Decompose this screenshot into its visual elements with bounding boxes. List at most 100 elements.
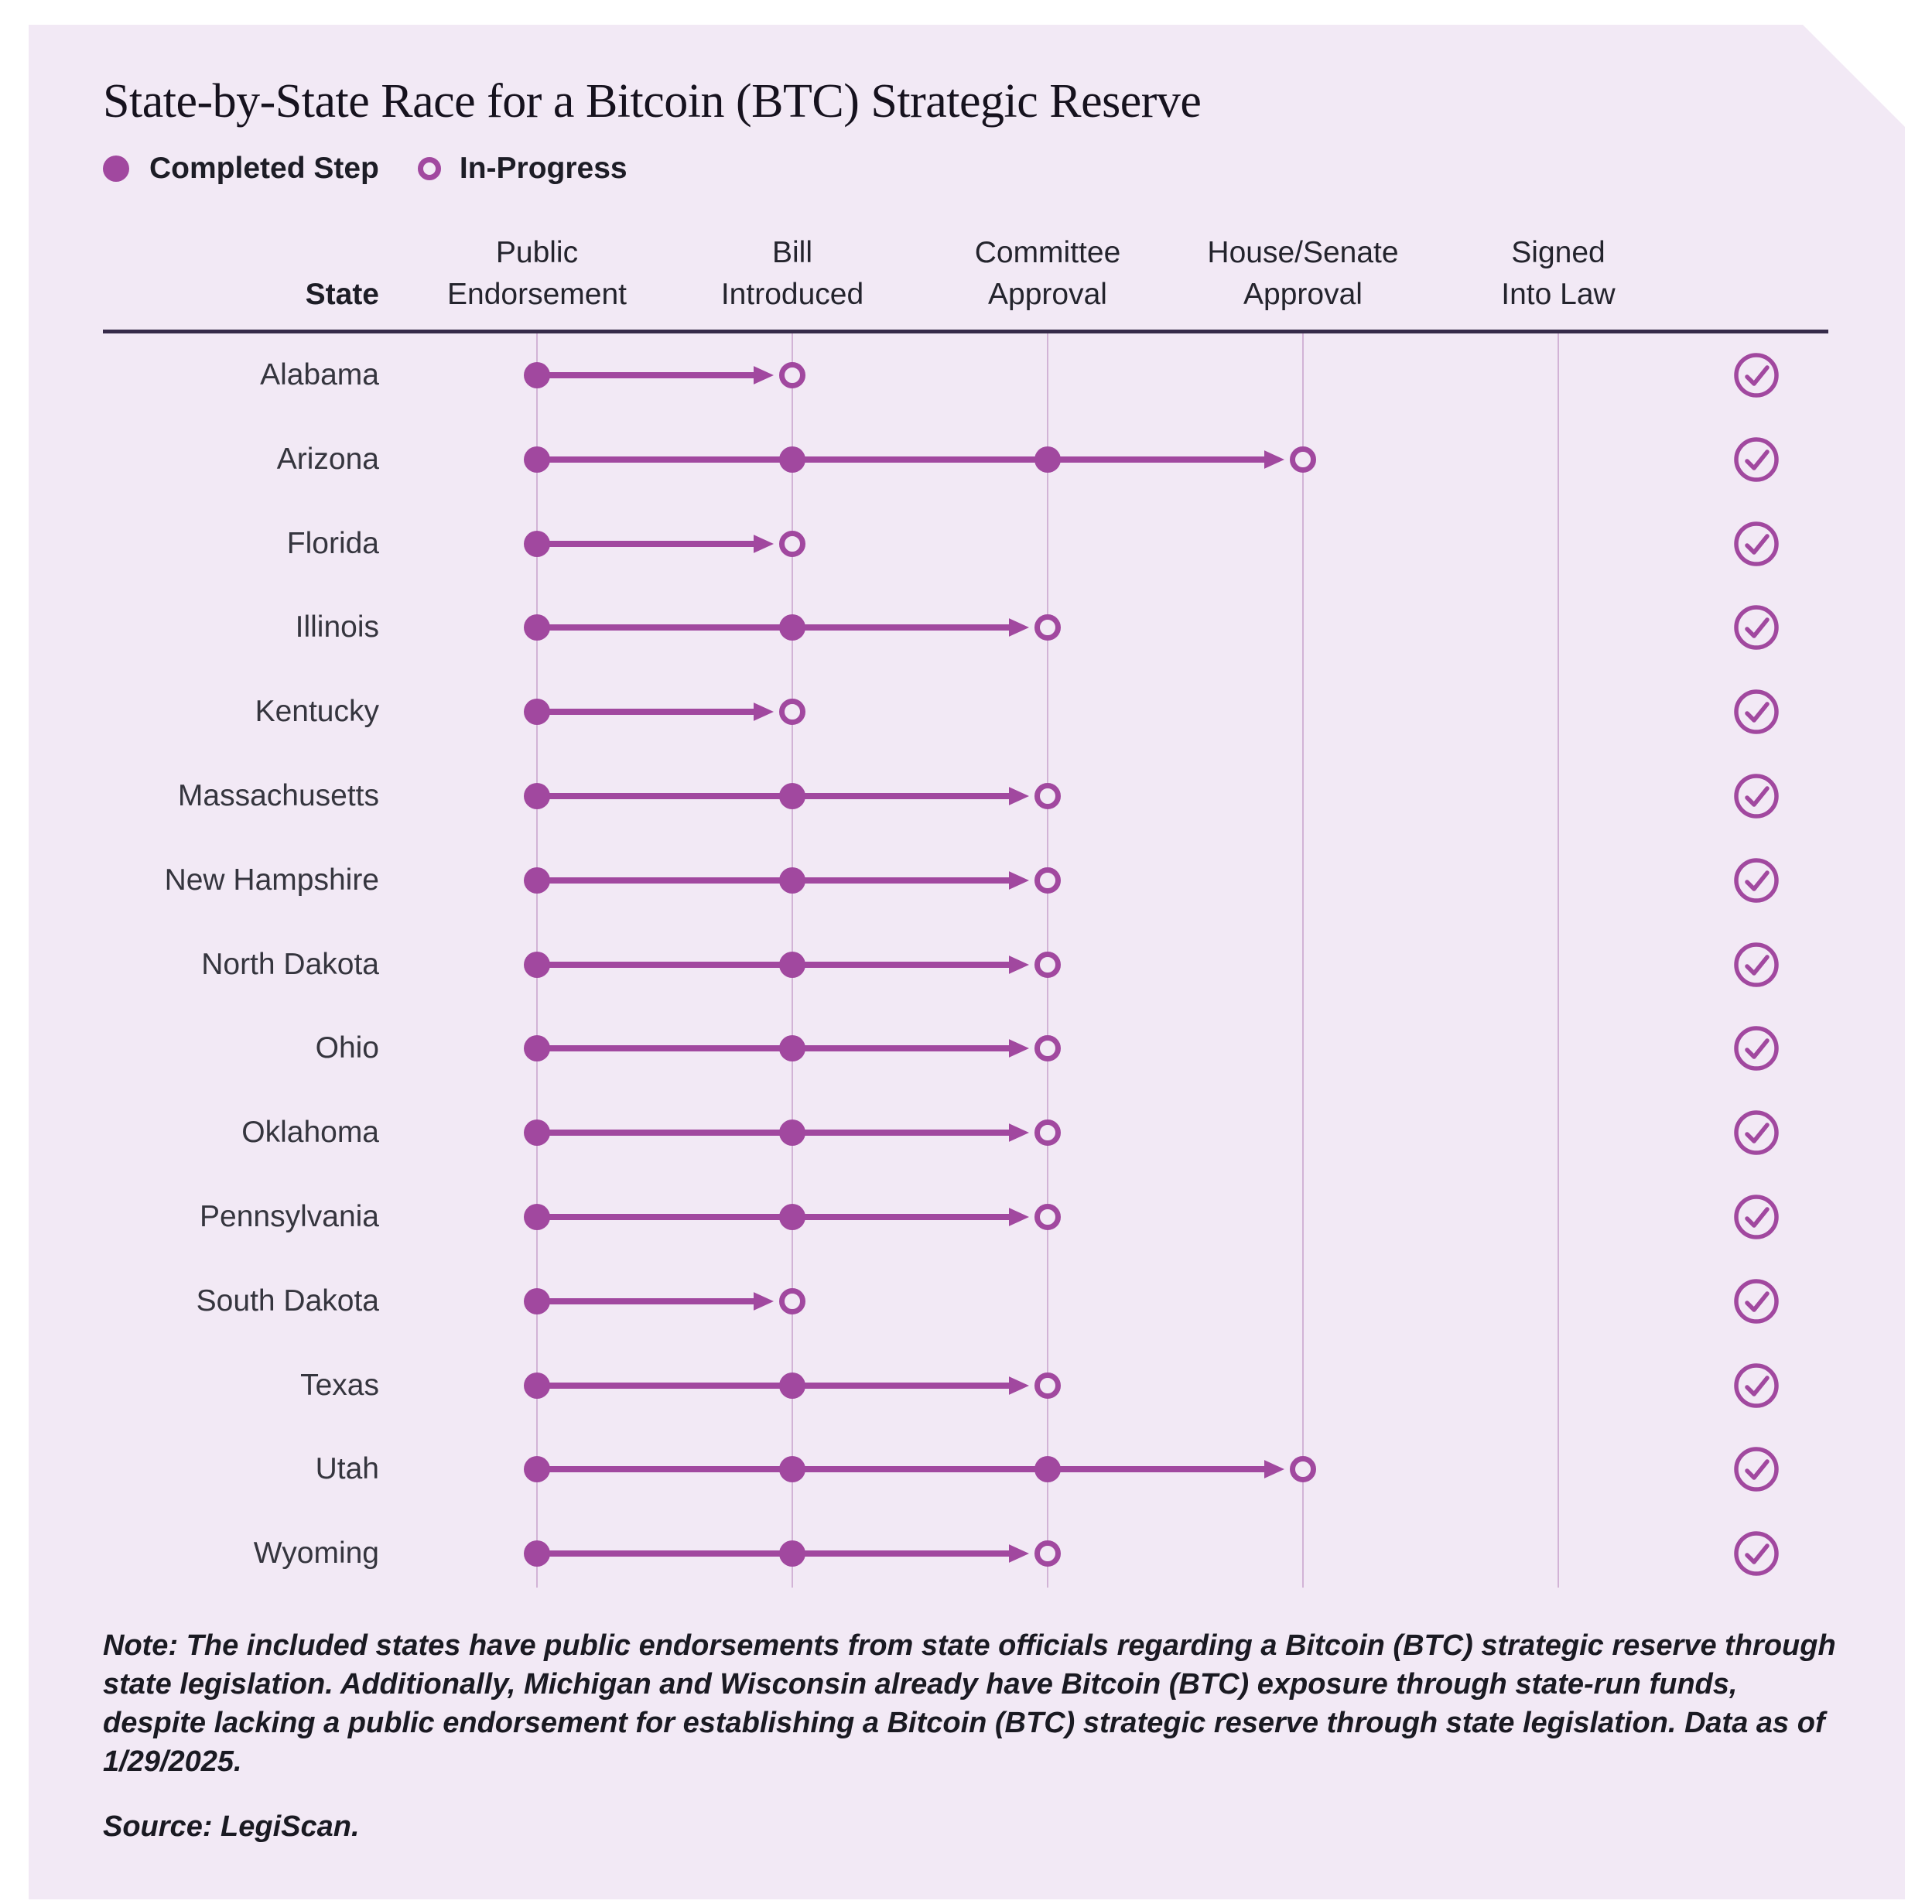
check-circle-icon [1734,689,1779,734]
check-circle-icon [1734,1279,1779,1324]
completed-step-dot [524,1119,550,1146]
check-circle-outline [1734,689,1779,734]
completed-step-dot [524,1288,550,1314]
check-mark [1745,1291,1770,1312]
check-circle-icon [1734,1447,1779,1492]
check-circle-icon [1734,1531,1779,1576]
state-label: Alabama [260,358,379,391]
column-header-line: Endorsement [447,278,627,311]
completed-step-dot [779,614,805,641]
state-row-alabama [524,353,1779,398]
column-header-line: Public [495,236,579,269]
column-header-line: Committee [974,236,1121,269]
column-header-line: Approval [988,278,1107,311]
state-row-utah [524,1447,1779,1492]
column-header-signed-into-law: Signed Into Law [1427,232,1690,316]
state-label: New Hampshire [164,863,379,897]
completed-step-dot [524,783,550,809]
legend-completed-label: Completed Step [149,152,379,185]
column-header-line: Into Law [1501,278,1616,311]
state-label: Massachusetts [177,779,379,812]
in-progress-circle [1034,1119,1061,1146]
check-circle-outline [1734,1279,1779,1324]
state-label: Wyoming [253,1537,379,1570]
source-line: Source: LegiScan. [103,1810,360,1843]
state-label: Ohio [315,1031,379,1065]
check-mark [1745,1207,1770,1228]
check-mark [1745,617,1770,638]
check-mark [1745,1543,1770,1564]
chart-title: State-by-State Race for a Bitcoin (BTC) … [103,75,1202,128]
check-circle-outline [1734,1026,1779,1071]
completed-step-dot [524,1204,550,1230]
in-progress-circle [1034,867,1061,894]
state-row-kentucky [524,689,1779,734]
in-progress-circle [1290,446,1316,473]
state-label: Illinois [295,610,379,644]
check-circle-outline [1734,858,1779,903]
check-mark [1745,1376,1770,1396]
check-circle-outline [1734,521,1779,566]
completed-step-dot [779,1119,805,1146]
state-label: Arizona [276,443,379,476]
completed-step-dot [524,699,550,725]
completed-step-dot [524,614,550,641]
check-circle-outline [1734,1110,1779,1155]
check-circle-outline [1734,437,1779,482]
check-mark [1745,1123,1770,1143]
check-circle-icon [1734,1110,1779,1155]
check-circle-outline [1734,353,1779,398]
completed-step-dot [524,531,550,557]
completed-step-dot [779,1035,805,1061]
in-progress-circle [779,699,805,725]
in-progress-circle [1034,1204,1061,1230]
legend-in-progress-label: In-Progress [459,152,627,185]
check-mark [1745,450,1770,470]
in-progress-circle [1034,1372,1061,1399]
legend: Completed Step In-Progress [103,152,627,186]
check-circle-outline [1734,1195,1779,1239]
in-progress-circle [779,1288,805,1314]
check-circle-icon [1734,1195,1779,1239]
column-header-state: State [305,278,379,311]
completed-step-dot [1034,446,1061,473]
state-row-arizona [524,437,1779,482]
check-mark [1745,365,1770,386]
state-row-north-dakota [524,942,1779,987]
check-circle-outline [1734,942,1779,987]
column-header-line: Approval [1243,278,1363,311]
check-circle-outline [1734,774,1779,819]
state-label: North Dakota [201,948,379,981]
completed-step-dot [779,1540,805,1567]
state-row-pennsylvania [524,1195,1779,1239]
column-header-public-endorsement: Public Endorsement [405,232,669,316]
completed-step-dot [524,1372,550,1399]
state-row-new-hampshire [524,858,1779,903]
in-progress-circle [1034,1035,1061,1061]
check-circle-icon [1734,521,1779,566]
chart-rows [524,353,1779,1576]
state-row-ohio [524,1026,1779,1071]
state-label: Florida [286,527,379,560]
check-mark [1745,1038,1770,1059]
state-row-massachusetts [524,774,1779,819]
completed-step-dot [779,783,805,809]
column-header-line: Bill [771,236,812,269]
in-progress-circle [1034,783,1061,809]
state-label: South Dakota [196,1284,379,1318]
completed-step-dot [1034,1456,1061,1482]
state-label: Pennsylvania [200,1200,379,1233]
completed-step-dot [779,1372,805,1399]
completed-step-dot [524,952,550,978]
check-circle-icon [1734,1026,1779,1071]
check-circle-icon [1734,437,1779,482]
in-progress-circle-icon [417,157,441,180]
column-header-line: Signed [1511,236,1605,269]
check-circle-icon [1734,353,1779,398]
completed-step-dot [779,1456,805,1482]
check-circle-icon [1734,1363,1779,1408]
in-progress-circle [1034,614,1061,641]
state-label: Kentucky [255,695,379,728]
